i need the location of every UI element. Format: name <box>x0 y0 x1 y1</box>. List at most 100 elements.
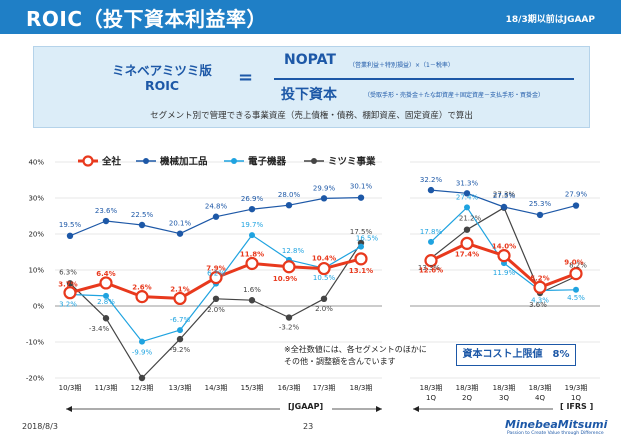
data-label: -3.4% <box>89 325 110 333</box>
data-label: -9.9% <box>132 349 153 357</box>
data-label: 28.0% <box>278 191 301 199</box>
x-tick-sublabel: 3Q <box>499 394 509 402</box>
data-point <box>138 221 146 229</box>
data-label: 27.3% <box>493 191 516 199</box>
data-point <box>66 232 74 239</box>
data-label: 19.5% <box>59 221 82 229</box>
footer-date: 2018/8/3 <box>22 422 58 431</box>
x-tick-label: 10/3期 <box>59 384 82 392</box>
data-point <box>533 280 547 294</box>
data-label: 10.5% <box>313 274 336 282</box>
page-title: ROIC（投下資本利益率） <box>26 7 268 31</box>
data-label: 25.3% <box>529 200 552 208</box>
data-point <box>63 286 77 300</box>
data-point <box>573 286 579 293</box>
formula-denominator: 投下資本 <box>281 87 337 103</box>
data-label: 13.3% <box>418 264 441 272</box>
header-bar: ROIC（投下資本利益率） 18/3期以前はJGAAP <box>0 0 621 34</box>
formula-numerator: NOPAT <box>284 52 336 68</box>
data-label: 22.5% <box>131 211 154 219</box>
x-tick-label: 18/3期 <box>350 384 373 392</box>
data-point <box>245 256 259 271</box>
x-tick-sublabel: 1Q <box>426 394 436 402</box>
data-label: 7.9% <box>206 265 225 273</box>
data-point <box>424 254 438 268</box>
x-tick-label: 15/3期 <box>241 384 264 392</box>
data-point <box>176 230 184 237</box>
data-label: 24.8% <box>205 203 228 211</box>
data-label: 30.1% <box>350 183 373 191</box>
y-tick-label: -20% <box>26 375 44 383</box>
data-point <box>135 290 149 304</box>
x-tick-sublabel: 2Q <box>462 394 472 402</box>
data-label: 11.8% <box>240 251 264 259</box>
data-label: 6.4% <box>96 270 115 278</box>
legend-marker <box>311 158 317 164</box>
data-label: 3.2% <box>59 300 77 308</box>
x-tick-sublabel: 1Q <box>571 394 581 402</box>
data-point <box>285 314 293 321</box>
data-label: 14.0% <box>492 243 516 251</box>
data-point <box>320 195 328 202</box>
data-label: 31.3% <box>456 179 479 187</box>
x-tick-label: 16/3期 <box>278 384 301 392</box>
data-point <box>212 213 220 220</box>
arrowhead-right-icon <box>376 406 382 412</box>
data-point <box>66 280 74 287</box>
data-point <box>285 202 293 209</box>
data-label: 11.9% <box>493 269 516 277</box>
data-label: -6.7% <box>170 316 191 324</box>
data-point <box>248 297 256 304</box>
x-tick-label: 17/3期 <box>313 384 336 392</box>
x-tick-label: 13/3期 <box>169 384 192 392</box>
data-label: 13.1% <box>349 267 373 275</box>
legend-marker <box>82 155 94 167</box>
legend-label: 電子機器 <box>248 156 287 168</box>
data-label: 3.7% <box>58 281 77 289</box>
x-tick-label: 12/3期 <box>131 384 154 392</box>
page-number: 23 <box>303 422 314 431</box>
data-point <box>536 211 544 219</box>
arrowhead-left-icon <box>413 406 419 412</box>
data-point <box>357 194 365 201</box>
data-point <box>99 276 113 290</box>
x-tick-label: 18/3期 <box>420 384 443 392</box>
data-label: 16.5% <box>356 235 379 243</box>
data-label: 6.2% <box>207 270 225 278</box>
data-label: 2.0% <box>315 305 333 313</box>
y-tick-label: 20% <box>28 231 44 239</box>
data-label: 6.3% <box>59 268 77 276</box>
accounting-note: 18/3期以前はJGAAP <box>505 15 595 25</box>
x-tick-label: 18/3期 <box>493 384 516 392</box>
formula-denominator-note: （受取手形・売掛金＋たな卸資産＋固定資産－支払手形・買掛金） <box>364 92 545 99</box>
data-point <box>463 226 471 233</box>
ifrs-label: [ IFRS ] <box>560 402 594 411</box>
fraction-line <box>274 78 574 80</box>
chart-note-line1: ※全社数値には、各セグメントのほかに <box>284 345 427 354</box>
y-tick-label: 30% <box>28 195 44 203</box>
data-point <box>427 186 435 194</box>
data-point <box>176 335 184 343</box>
data-label: -9.2% <box>170 346 191 354</box>
data-label: 2.0% <box>207 306 225 314</box>
data-label: 3.6% <box>529 301 547 309</box>
chart-note-line2: その他・調整額を含んでいます <box>284 357 396 366</box>
formula-subtitle: セグメント別で管理できる事業資産（売上債権・債務、棚卸資産、固定資産）で算出 <box>150 111 473 121</box>
data-point <box>497 249 511 263</box>
series-line-3 <box>69 234 362 343</box>
chart-note: ※全社数値には、各セグメントのほかに その他・調整額を含んでいます <box>284 344 484 368</box>
y-tick-label: 10% <box>28 267 44 275</box>
x-tick-label: 11/3期 <box>95 384 118 392</box>
x-tick-sublabel: 4Q <box>535 394 545 402</box>
data-point <box>569 267 583 281</box>
formula-box: ミネベアミツミ版 ROIC = NOPAT （営業利益＋特別損益）×（1－税率）… <box>33 46 590 128</box>
data-point <box>463 190 471 197</box>
data-point <box>177 327 183 334</box>
data-label: 32.2% <box>420 176 443 184</box>
data-point <box>460 236 474 250</box>
data-point <box>138 374 146 382</box>
data-label: 5.2% <box>530 274 549 282</box>
x-tick-label: 14/3期 <box>205 384 228 392</box>
jgaap-label: [JGAAP] <box>288 402 324 411</box>
